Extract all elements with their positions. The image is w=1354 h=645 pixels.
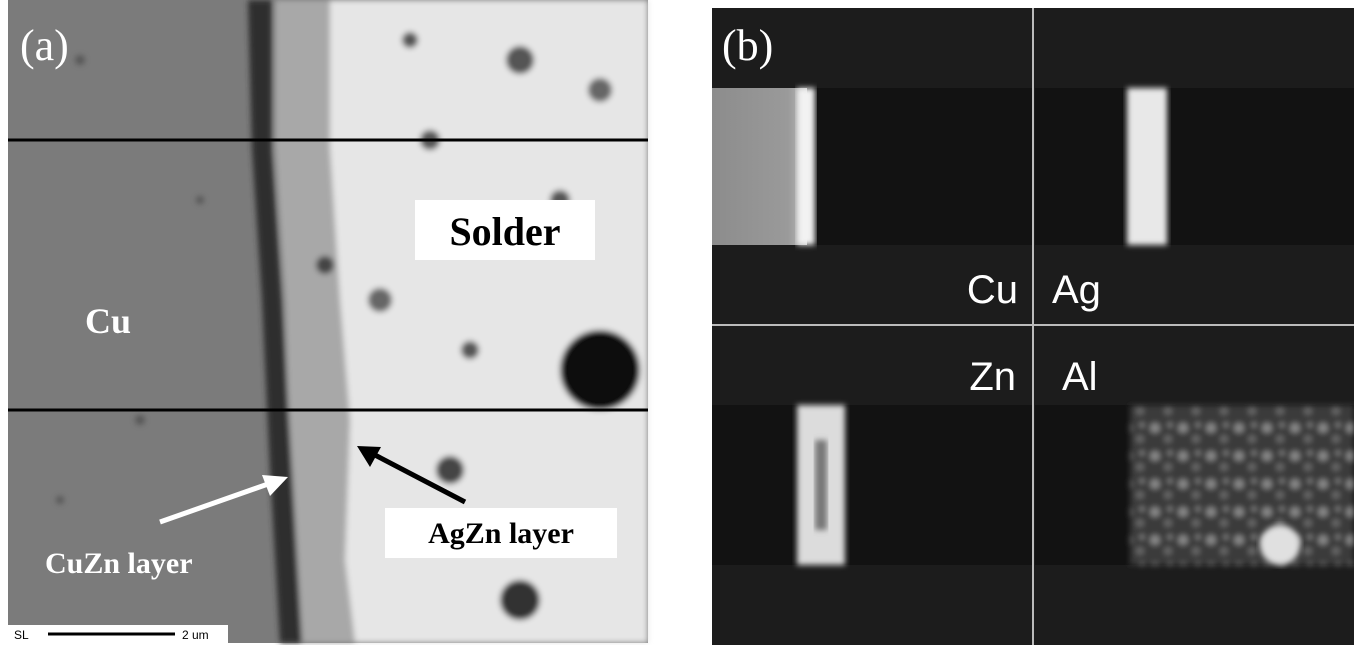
layer-label: AgZn layer bbox=[428, 517, 574, 550]
panel-a: (a) Solder Cu AgZn layer CuZn layer SL 2… bbox=[8, 0, 648, 643]
panel-label: (b) bbox=[722, 21, 773, 70]
element-label: Cu bbox=[967, 268, 1018, 312]
element-label: Ag bbox=[1052, 268, 1101, 312]
panel-b: (b) Cu Ag Zn Al bbox=[712, 8, 1354, 645]
scale-prefix: SL bbox=[14, 628, 29, 642]
layer-label: CuZn layer bbox=[45, 547, 193, 580]
figure: (a) Solder Cu AgZn layer CuZn layer SL 2… bbox=[0, 0, 1354, 645]
cu-map bbox=[712, 88, 807, 245]
ag-map bbox=[1127, 88, 1167, 245]
element-label: Zn bbox=[969, 355, 1016, 399]
al-map bbox=[1130, 405, 1354, 565]
region-label: Solder bbox=[449, 209, 560, 254]
panel-label: (a) bbox=[20, 21, 69, 70]
element-label: Al bbox=[1062, 355, 1098, 399]
region-label: Cu bbox=[85, 301, 131, 341]
scale-text: 2 um bbox=[182, 628, 209, 642]
